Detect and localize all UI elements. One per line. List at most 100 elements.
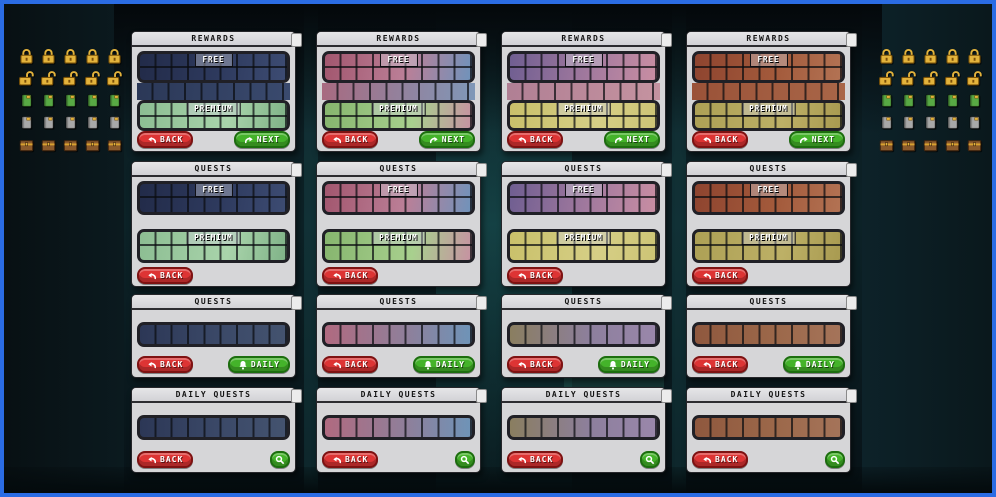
next-button[interactable]: NEXT [788,131,845,148]
panel-title-tab [846,33,857,47]
panel-body: FREE PREMIUM BACK [687,177,850,288]
panel-body: BACK [132,403,295,472]
back-button[interactable]: BACK [507,356,564,373]
panel-rewards-col1: REWARDS FREE PREMIUM BACK NEXT [131,31,302,152]
quest-slots-grid[interactable] [507,322,660,347]
next-button[interactable]: NEXT [603,131,660,148]
back-button[interactable]: BACK [692,356,749,373]
free-slots-grid[interactable]: FREE [322,51,475,83]
panel-title-tab [476,389,487,403]
back-button[interactable]: BACK [507,131,564,148]
bell-icon [608,360,618,370]
back-button-label: BACK [160,455,184,464]
back-button[interactable]: BACK [692,267,749,284]
redo-arrow-icon [614,135,624,145]
back-button[interactable]: BACK [507,451,564,468]
panel-titlebar: QUESTS [502,295,672,310]
back-button[interactable]: BACK [137,451,194,468]
premium-slots-grid[interactable]: PREMIUM [322,100,475,131]
background-left-wall [4,4,124,493]
back-button[interactable]: BACK [137,131,194,148]
quest-slots-grid[interactable] [692,415,845,440]
daily-button[interactable]: DAILY [227,356,290,373]
quest-slots-grid[interactable] [137,415,290,440]
undo-arrow-icon [517,455,527,465]
panel-titlebar: QUESTS [132,162,302,177]
panel-quests-col1: QUESTS BACK DAILY [131,294,302,378]
back-button[interactable]: BACK [692,451,749,468]
daily-button[interactable]: DAILY [597,356,660,373]
back-button[interactable]: BACK [137,356,194,373]
panel-titlebar: REWARDS [502,32,672,47]
quest-slots-grid[interactable] [137,322,290,347]
free-label: FREE [379,54,418,67]
quest-slots-grid[interactable] [507,415,660,440]
panel-title: REWARDS [376,34,421,43]
panel-quests-col2: QUESTS BACK DAILY [316,294,487,378]
free-slots-grid[interactable]: FREE [137,181,290,215]
back-button[interactable]: BACK [692,131,749,148]
panel-daily-quests-col2: DAILY QUESTS BACK [316,387,487,473]
undo-arrow-icon [332,135,342,145]
back-button-label: BACK [715,455,739,464]
next-button[interactable]: NEXT [233,131,290,148]
free-slots-grid[interactable]: FREE [692,51,845,83]
premium-slots-grid[interactable]: PREMIUM [137,229,290,263]
panel-rewards-col2: REWARDS FREE PREMIUM BACK NEXT [316,31,487,152]
undo-arrow-icon [332,455,342,465]
panel-title: DAILY QUESTS [175,390,252,399]
panel-body: FREE PREMIUM BACK NEXT [687,47,850,152]
back-button[interactable]: BACK [322,451,379,468]
free-slots-grid[interactable]: FREE [692,181,845,215]
back-button-label: BACK [530,135,554,144]
daily-button[interactable]: DAILY [412,356,475,373]
free-label: FREE [564,54,603,67]
button-row: BACK [137,451,290,468]
premium-slots-grid[interactable]: PREMIUM [507,100,660,131]
free-slots-grid[interactable]: FREE [507,51,660,83]
back-button-label: BACK [530,271,554,280]
search-button[interactable] [825,451,845,468]
premium-slots-grid[interactable]: PREMIUM [692,229,845,263]
back-button-label: BACK [345,271,369,280]
panel-title-tab [291,163,302,177]
free-slots-grid[interactable]: FREE [507,181,660,215]
quest-slots-grid[interactable] [322,322,475,347]
background-right-wall [862,4,992,493]
panel-quests-col1: QUESTS FREE PREMIUM BACK [131,161,302,287]
panel-title-tab [661,163,672,177]
search-button[interactable] [455,451,475,468]
search-button[interactable] [640,451,660,468]
undo-arrow-icon [147,360,157,370]
panel-body: FREE PREMIUM BACK NEXT [502,47,665,152]
button-row: BACK [507,267,660,284]
panel-body: BACK [317,403,480,472]
panel-titlebar: QUESTS [317,295,487,310]
back-button[interactable]: BACK [137,267,194,284]
quest-slots-grid[interactable] [322,415,475,440]
panel-title-tab [661,33,672,47]
next-button[interactable]: NEXT [418,131,475,148]
daily-button-label: DAILY [435,360,465,369]
free-slots-grid[interactable]: FREE [137,51,290,83]
panel-titlebar: QUESTS [687,162,857,177]
panel-title-tab [846,389,857,403]
quest-slots-grid[interactable] [692,322,845,347]
panel-quests-col4: QUESTS FREE PREMIUM BACK [686,161,857,288]
magnifier-icon [460,455,470,465]
button-row: BACK DAILY [322,356,475,373]
back-button[interactable]: BACK [322,356,379,373]
back-button[interactable]: BACK [322,267,379,284]
premium-slots-grid[interactable]: PREMIUM [137,100,290,131]
daily-button[interactable]: DAILY [782,356,845,373]
premium-slots-grid[interactable]: PREMIUM [322,229,475,263]
back-button[interactable]: BACK [322,131,379,148]
back-button-label: BACK [715,135,739,144]
premium-slots-grid[interactable]: PREMIUM [507,229,660,263]
panel-title: QUESTS [379,297,418,306]
search-button[interactable] [270,451,290,468]
free-slots-grid[interactable]: FREE [322,181,475,215]
back-button[interactable]: BACK [507,267,564,284]
premium-slots-grid[interactable]: PREMIUM [692,100,845,131]
panel-title: QUESTS [564,297,603,306]
